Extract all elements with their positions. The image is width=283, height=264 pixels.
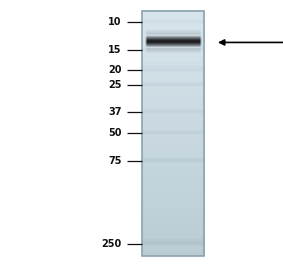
Text: 50: 50 (108, 128, 122, 138)
Text: 15: 15 (108, 45, 122, 55)
Text: 20: 20 (108, 64, 122, 74)
Text: 75: 75 (108, 155, 122, 166)
Text: 25: 25 (108, 80, 122, 90)
Text: 250: 250 (101, 238, 122, 248)
Text: 37: 37 (108, 107, 122, 117)
Text: 10: 10 (108, 17, 122, 27)
